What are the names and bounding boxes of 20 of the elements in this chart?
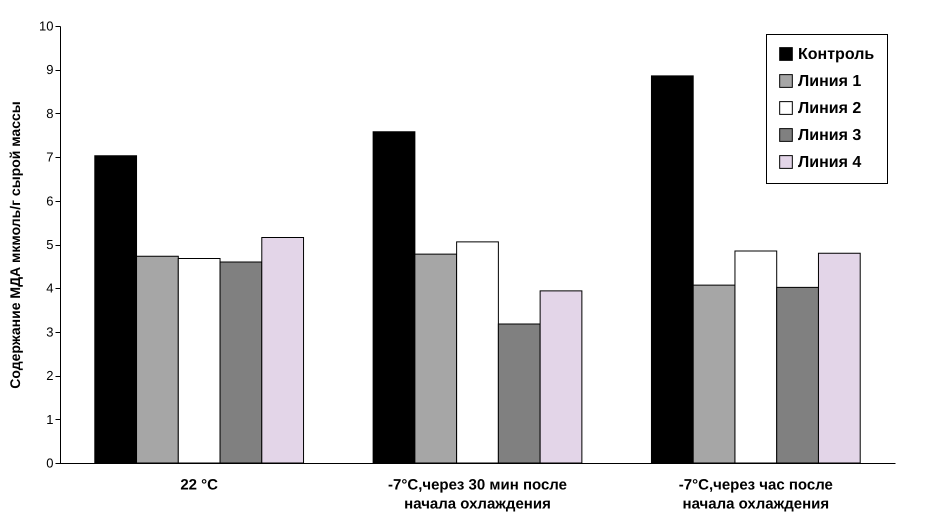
legend-label: Линия 2 [798, 100, 862, 117]
legend-label: Контроль [798, 46, 874, 63]
legend-label: Линия 3 [798, 127, 862, 144]
y-tick-label: 1 [46, 412, 54, 427]
legend-label: Линия 1 [798, 73, 862, 90]
y-tick-label: 6 [46, 193, 54, 208]
y-tick-label: 3 [46, 324, 54, 340]
y-tick-label: 2 [46, 368, 54, 384]
x-tick-label: 22 °C [180, 476, 218, 494]
y-tick-label: 7 [46, 150, 54, 165]
y-tick-label: 5 [46, 237, 54, 252]
x-tick-label: -7°C,через 30 мин после начала охлаждения [388, 476, 567, 512]
x-tick-label: -7°C,через час после начала охлаждения [678, 476, 833, 512]
y-tick-label: 9 [46, 62, 54, 78]
y-axis-title: Содержание МДА мкмоль/г сырой массы [7, 101, 24, 389]
legend-label: Линия 4 [798, 154, 862, 171]
y-tick-label: 10 [39, 18, 54, 34]
y-tick-label: 4 [46, 280, 54, 296]
y-tick-label: 8 [46, 106, 54, 121]
y-tick-label: 0 [46, 456, 54, 470]
